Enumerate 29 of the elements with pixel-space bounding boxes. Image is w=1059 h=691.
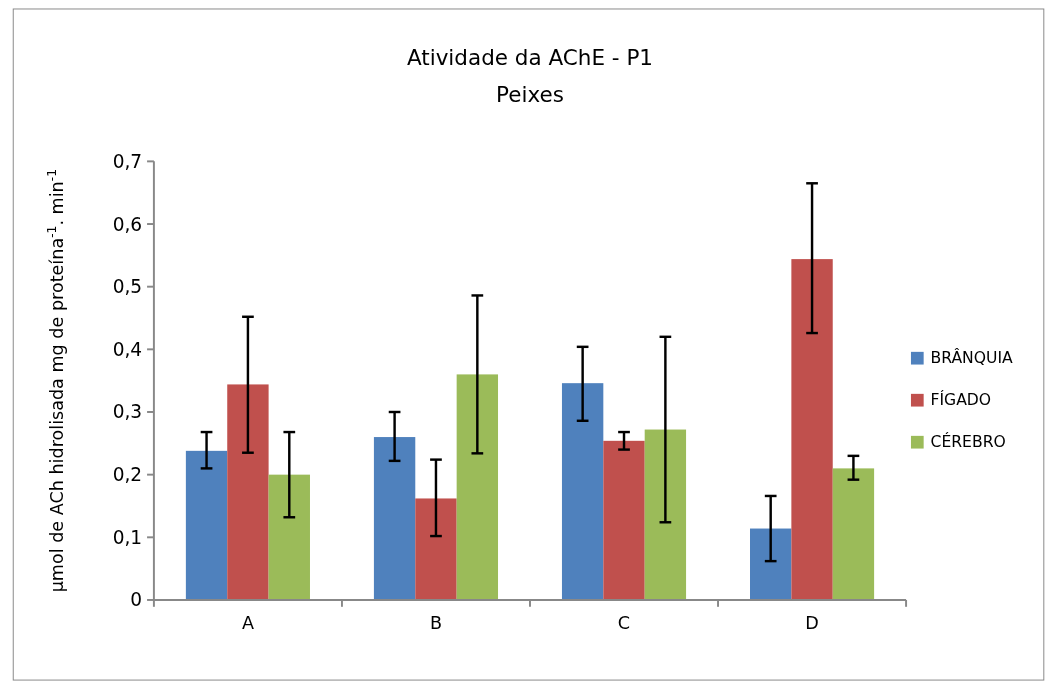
bar [644,429,687,600]
x-tick-label: C [617,613,631,634]
y-tick-label: 0,1 [112,526,143,548]
bar [603,440,645,600]
chart-subtitle: Peixes [496,81,564,107]
y-tick-label: 0,5 [112,276,143,298]
x-tick-label: B [429,613,442,634]
bar [227,384,269,600]
bar [832,468,875,600]
y-tick-label: 0,2 [112,464,143,486]
y-tick-label: 0 [130,589,143,611]
y-tick-label: 0,3 [112,401,143,423]
x-tick-label: D [805,613,819,634]
y-tick-label: 0,7 [112,150,143,172]
bar [791,259,833,600]
bar [268,474,310,600]
bar [456,374,499,600]
chart-title: Atividade da AChE - P1 [406,44,654,70]
bar [185,450,228,600]
bar [373,437,416,600]
bar [415,498,457,600]
legend-label: CÉREBRO [930,432,1006,452]
legend-label: FÍGADO [930,390,992,410]
bar [561,383,604,600]
legend-label: BRÂNQUIA [930,348,1014,368]
y-tick-label: 0,4 [112,338,143,360]
y-tick-label: 0,6 [112,213,143,235]
x-tick-label: A [241,613,254,634]
bar [750,528,792,600]
